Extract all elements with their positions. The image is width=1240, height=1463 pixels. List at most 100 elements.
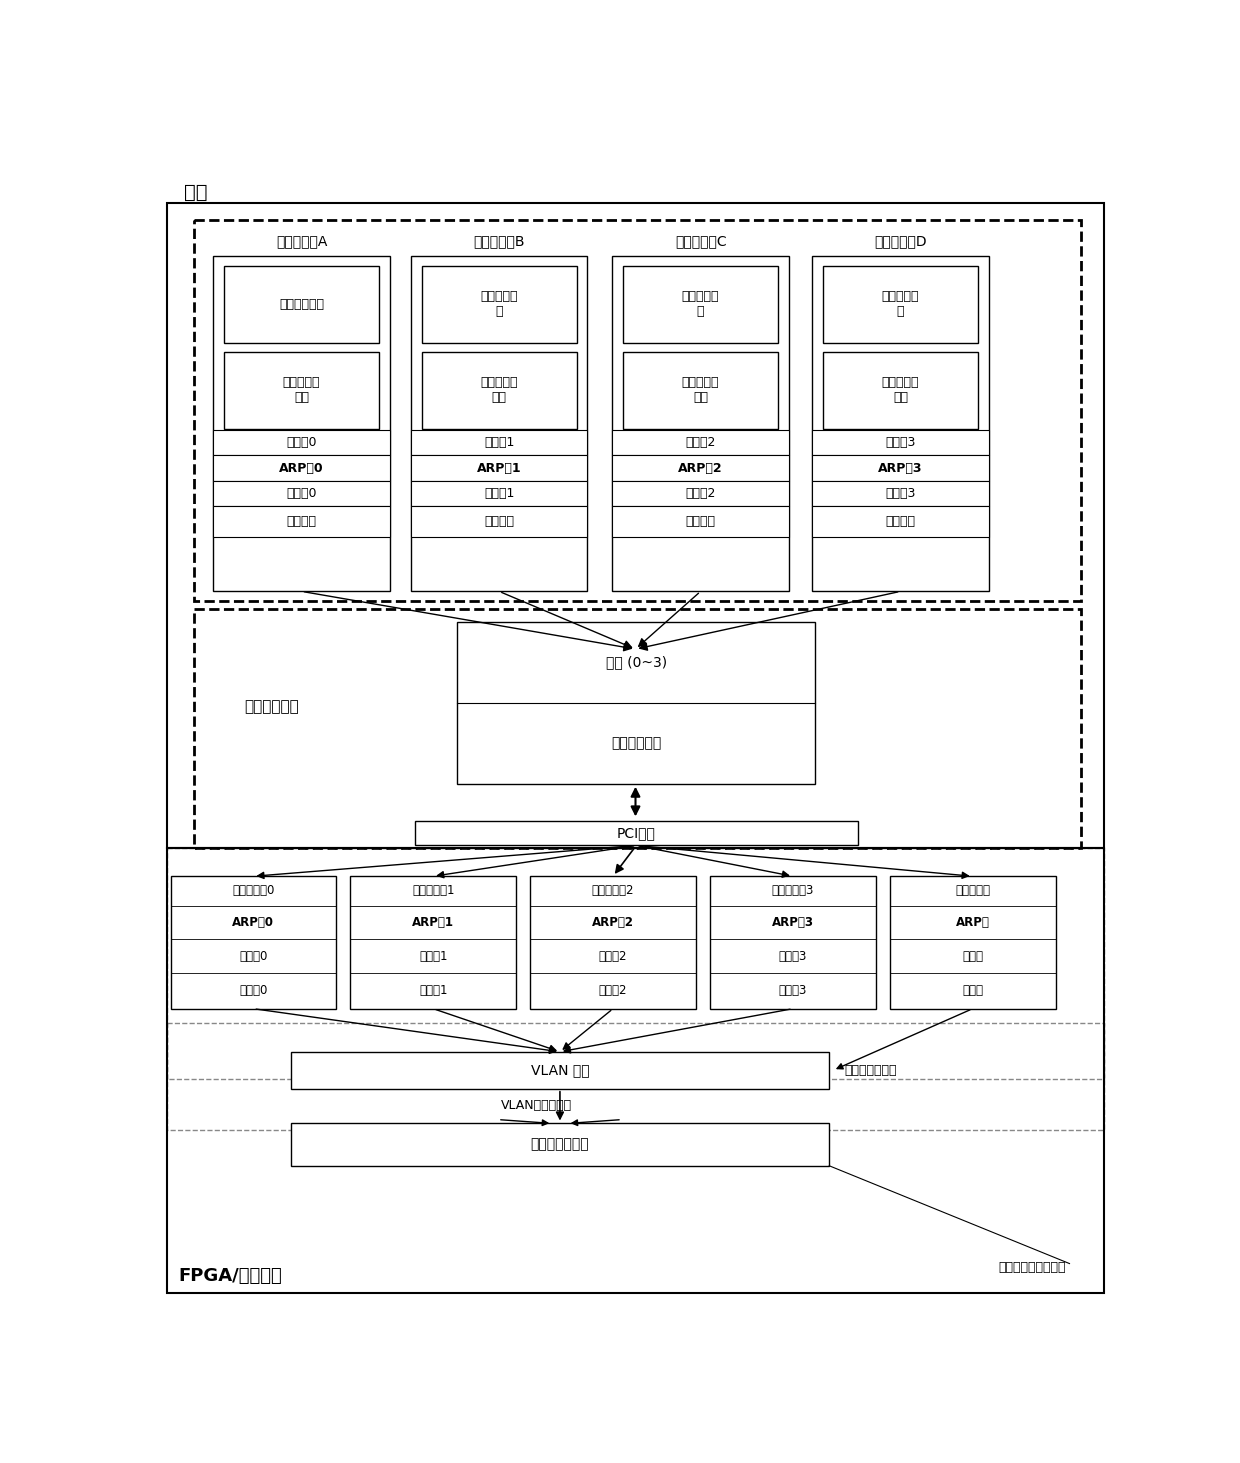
- Text: 路由协议模
块: 路由协议模 块: [682, 290, 719, 317]
- Bar: [290, 1124, 830, 1166]
- Bar: [213, 481, 389, 506]
- Text: 路由表: 路由表: [962, 949, 983, 963]
- Text: 数据包处理
模块: 数据包处理 模块: [682, 376, 719, 404]
- Text: 端口表: 端口表: [962, 983, 983, 996]
- Text: 路由表3: 路由表3: [885, 487, 915, 500]
- Text: 数据包处理
模块: 数据包处理 模块: [480, 376, 518, 404]
- Text: 端口表1: 端口表1: [419, 983, 448, 996]
- Text: 路由表1: 路由表1: [484, 487, 515, 500]
- Text: 主机控制单元: 主机控制单元: [244, 699, 299, 714]
- Text: 网络接口: 网络接口: [286, 515, 316, 528]
- Text: 虚拟机单元A: 虚拟机单元A: [275, 234, 327, 249]
- Text: ARP表3: ARP表3: [771, 916, 813, 929]
- Text: 寄存器接口3: 寄存器接口3: [771, 885, 813, 897]
- Text: ARP表3: ARP表3: [878, 462, 923, 474]
- Bar: [166, 1023, 1105, 1131]
- Text: 路由表0: 路由表0: [239, 949, 268, 963]
- Bar: [709, 876, 875, 1008]
- Bar: [171, 876, 336, 1008]
- Bar: [410, 430, 588, 455]
- Text: 端口表0: 端口表0: [286, 436, 316, 449]
- Text: 端口表3: 端口表3: [885, 436, 915, 449]
- Bar: [224, 353, 379, 429]
- Bar: [624, 353, 779, 429]
- Text: 普通格式数据包: 普通格式数据包: [844, 1064, 898, 1077]
- Bar: [890, 876, 1055, 1008]
- Text: 网桥 (0~3): 网桥 (0~3): [605, 655, 667, 669]
- Bar: [166, 202, 1105, 847]
- Bar: [613, 430, 789, 455]
- Text: 网络接口: 网络接口: [686, 515, 715, 528]
- Text: 数据包处理
模块: 数据包处理 模块: [882, 376, 919, 404]
- Text: 虚拟机单元B: 虚拟机单元B: [474, 234, 525, 249]
- Text: ARP表: ARP表: [956, 916, 990, 929]
- Text: ARP表1: ARP表1: [412, 916, 454, 929]
- Bar: [193, 609, 1081, 847]
- Bar: [531, 876, 696, 1008]
- Text: 路由协议模
块: 路由协议模 块: [480, 290, 518, 317]
- Text: 路由表0: 路由表0: [286, 487, 316, 500]
- Bar: [410, 506, 588, 537]
- Bar: [351, 876, 516, 1008]
- Text: 端口表3: 端口表3: [779, 983, 807, 996]
- Bar: [812, 481, 990, 506]
- Bar: [812, 506, 990, 537]
- Text: 寄存器接口0: 寄存器接口0: [232, 885, 274, 897]
- Bar: [166, 847, 1105, 1078]
- Text: ARP表2: ARP表2: [591, 916, 634, 929]
- Bar: [823, 266, 978, 342]
- Text: 路由表2: 路由表2: [686, 487, 715, 500]
- Bar: [213, 256, 389, 591]
- Bar: [166, 847, 1105, 1293]
- Text: 管理配置模块: 管理配置模块: [611, 736, 661, 751]
- Text: 端口表0: 端口表0: [239, 983, 268, 996]
- Text: 寄存器接口1: 寄存器接口1: [412, 885, 455, 897]
- Bar: [624, 266, 779, 342]
- Text: 虚拟机单元D: 虚拟机单元D: [874, 234, 926, 249]
- Text: 虚拟机单元C: 虚拟机单元C: [675, 234, 727, 249]
- Bar: [422, 353, 577, 429]
- Text: VLAN格式数据包: VLAN格式数据包: [501, 1099, 572, 1112]
- Bar: [224, 266, 379, 342]
- Text: FPGA/数据平面: FPGA/数据平面: [179, 1267, 281, 1285]
- Bar: [410, 256, 588, 591]
- Text: 路由表3: 路由表3: [779, 949, 807, 963]
- Text: 主机: 主机: [185, 183, 208, 202]
- Text: 端口表1: 端口表1: [484, 436, 515, 449]
- Text: 数据包处理
模块: 数据包处理 模块: [283, 376, 320, 404]
- Bar: [812, 455, 990, 481]
- Text: 路由表2: 路由表2: [599, 949, 627, 963]
- Text: 路由协议模块: 路由协议模块: [279, 297, 324, 310]
- Bar: [613, 256, 789, 591]
- Text: ARP表0: ARP表0: [232, 916, 274, 929]
- Text: 端口表2: 端口表2: [599, 983, 627, 996]
- Bar: [414, 821, 858, 846]
- Text: ARP表0: ARP表0: [279, 462, 324, 474]
- Bar: [290, 1052, 830, 1088]
- Bar: [613, 481, 789, 506]
- Text: 数据包转发控制模块: 数据包转发控制模块: [998, 1261, 1065, 1274]
- Bar: [422, 266, 577, 342]
- Bar: [812, 256, 990, 591]
- Bar: [213, 455, 389, 481]
- Text: ARP表1: ARP表1: [477, 462, 521, 474]
- Text: 端口表2: 端口表2: [686, 436, 715, 449]
- Text: 路由表1: 路由表1: [419, 949, 448, 963]
- Text: 数据包类型识别: 数据包类型识别: [531, 1138, 589, 1151]
- Text: 网络接口: 网络接口: [885, 515, 915, 528]
- Text: 路由协议模
块: 路由协议模 块: [882, 290, 919, 317]
- Text: 寄存器接口2: 寄存器接口2: [591, 885, 635, 897]
- Bar: [410, 455, 588, 481]
- Bar: [213, 506, 389, 537]
- Text: 寄存器接口: 寄存器接口: [955, 885, 990, 897]
- Text: VLAN 过滤: VLAN 过滤: [531, 1064, 589, 1077]
- Bar: [613, 506, 789, 537]
- Bar: [812, 430, 990, 455]
- Bar: [823, 353, 978, 429]
- Bar: [410, 481, 588, 506]
- Bar: [213, 430, 389, 455]
- Bar: [458, 622, 816, 784]
- Bar: [613, 455, 789, 481]
- Text: PCI总线: PCI总线: [616, 827, 656, 840]
- Text: 网络接口: 网络接口: [484, 515, 515, 528]
